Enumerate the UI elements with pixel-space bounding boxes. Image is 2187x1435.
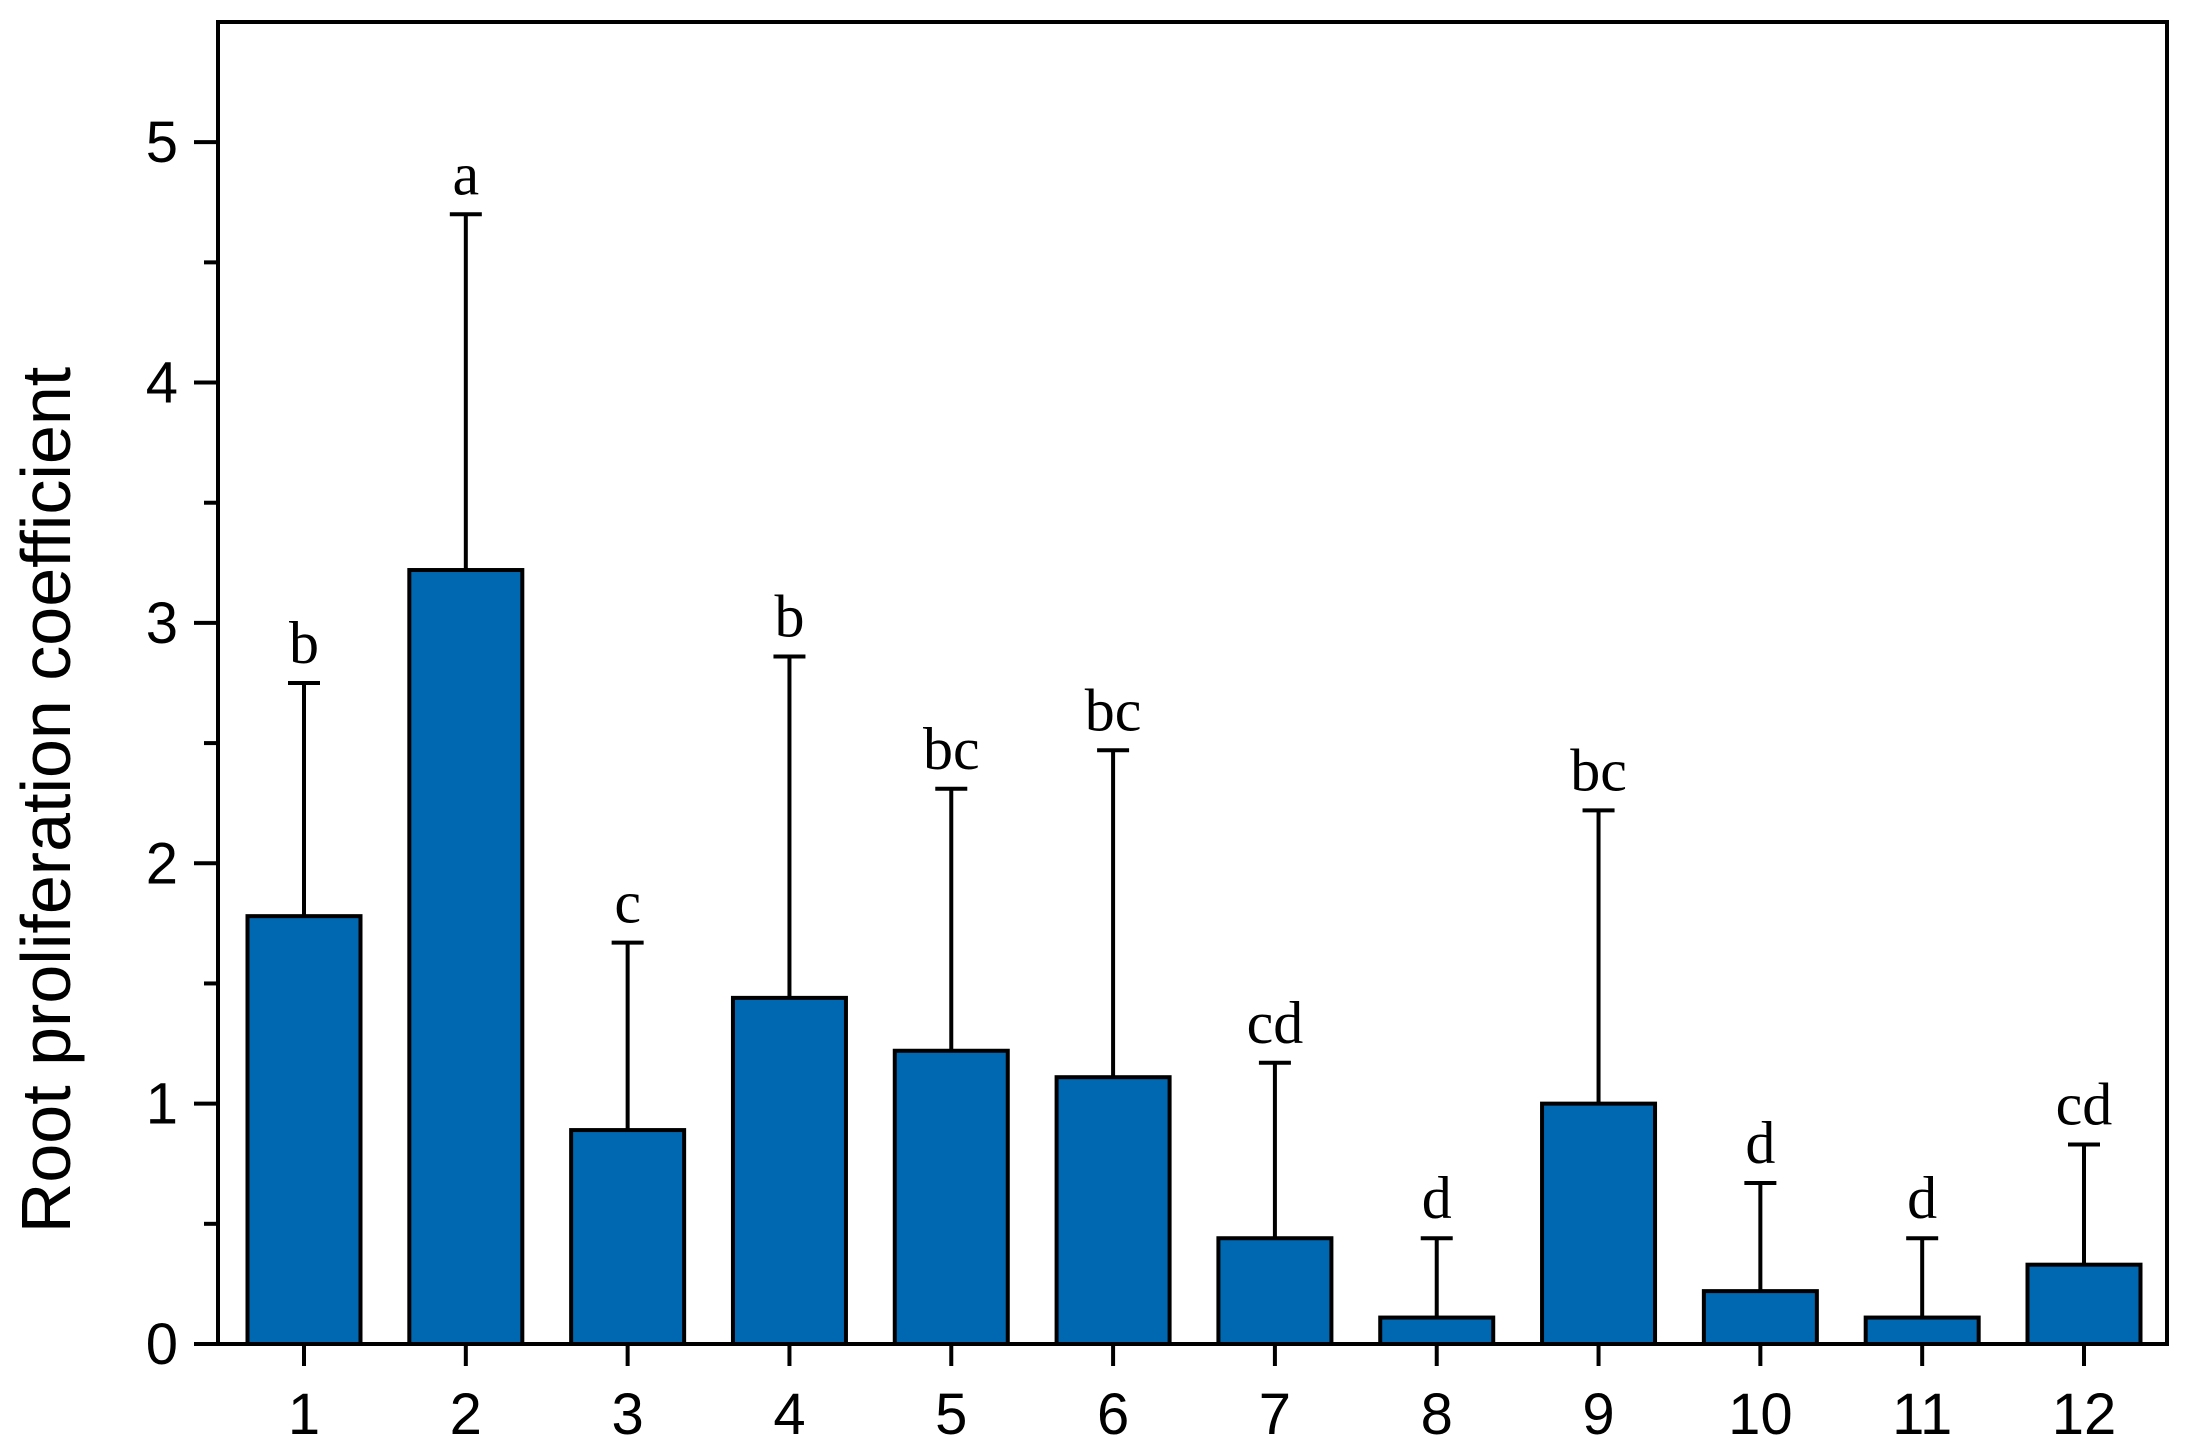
significance-label: cd [2056, 1071, 2113, 1137]
x-tick-label: 10 [1728, 1382, 1793, 1435]
bar [2025, 1262, 2143, 1347]
y-tick-label: 4 [146, 351, 178, 416]
significance-label: b [289, 610, 319, 676]
x-tick-label: 2 [450, 1382, 482, 1435]
bar [569, 1128, 687, 1347]
x-tick-label: 8 [1421, 1382, 1453, 1435]
y-tick-label: 0 [146, 1312, 178, 1377]
x-tick-label: 4 [773, 1382, 805, 1435]
bar [245, 914, 363, 1346]
significance-label: cd [1247, 990, 1304, 1056]
x-tick-label: 5 [935, 1382, 967, 1435]
bar [407, 568, 525, 1346]
bar [1540, 1101, 1658, 1346]
bar [1054, 1075, 1172, 1347]
bar [730, 995, 848, 1346]
significance-label: c [614, 870, 641, 936]
y-tick-label: 1 [146, 1072, 178, 1137]
x-tick-label: 1 [288, 1382, 320, 1435]
significance-label: a [452, 141, 479, 207]
x-tick-label: 9 [1582, 1382, 1614, 1435]
bar [1216, 1236, 1334, 1346]
significance-label: d [1422, 1165, 1452, 1231]
bar [892, 1048, 1010, 1346]
x-tick-label: 3 [612, 1382, 644, 1435]
y-tick-label: 5 [146, 110, 178, 175]
significance-label: d [1745, 1110, 1775, 1176]
y-tick-label: 2 [146, 831, 178, 896]
significance-label: b [774, 584, 804, 650]
significance-label: bc [1085, 677, 1142, 743]
x-tick-label: 6 [1097, 1382, 1129, 1435]
significance-label: d [1907, 1165, 1937, 1231]
significance-label: bc [1570, 737, 1627, 803]
significance-label: bc [923, 716, 980, 782]
plot-frame [216, 20, 2169, 1346]
bar [1378, 1315, 1496, 1347]
x-tick-label: 7 [1259, 1382, 1291, 1435]
x-tick-label: 12 [2052, 1382, 2117, 1435]
y-axis-title: Root proliferation coefficient [7, 367, 85, 1233]
x-tick-label: 11 [1892, 1382, 1952, 1435]
bar [1701, 1289, 1819, 1346]
y-tick-label: 3 [146, 591, 178, 656]
bar [1863, 1315, 1981, 1347]
